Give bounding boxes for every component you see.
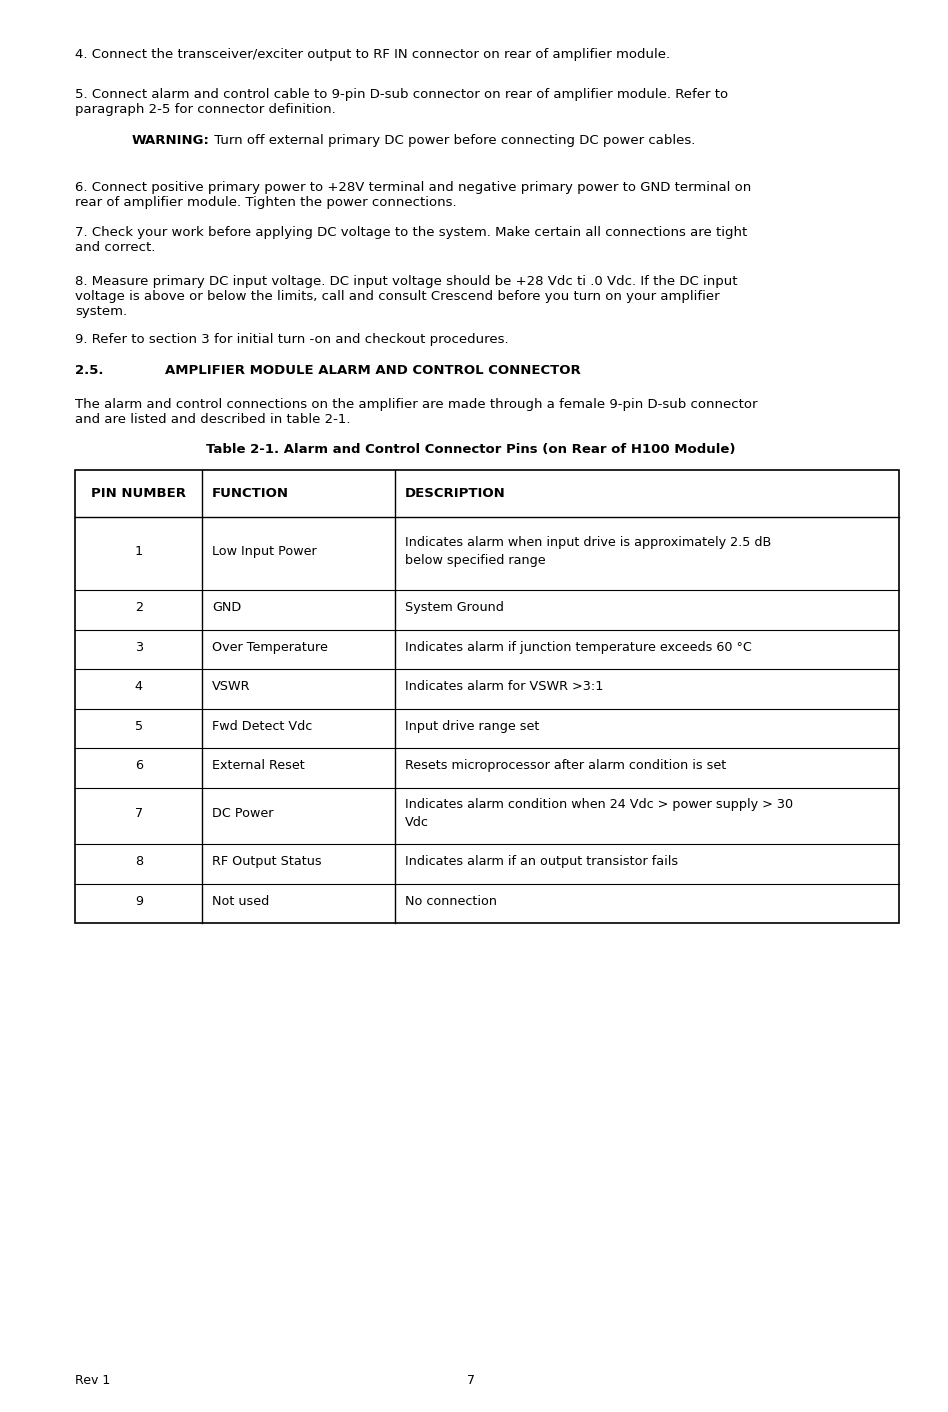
Text: VSWR: VSWR [211, 681, 250, 693]
Text: Indicates alarm when input drive is approximately 2.5 dB: Indicates alarm when input drive is appr… [405, 535, 771, 549]
Text: DESCRIPTION: DESCRIPTION [405, 487, 505, 500]
Text: External Reset: External Reset [211, 760, 304, 772]
Text: 2.5.: 2.5. [75, 364, 104, 377]
Text: 9: 9 [135, 895, 143, 908]
Text: Table 2-1. Alarm and Control Connector Pins (on Rear of H100 Module): Table 2-1. Alarm and Control Connector P… [206, 443, 736, 456]
Text: 1: 1 [135, 545, 143, 558]
Text: 7. Check your work before applying DC voltage to the system. Make certain all co: 7. Check your work before applying DC vo… [75, 226, 748, 254]
Text: No connection: No connection [405, 895, 497, 908]
Text: AMPLIFIER MODULE ALARM AND CONTROL CONNECTOR: AMPLIFIER MODULE ALARM AND CONTROL CONNE… [165, 364, 580, 377]
Text: The alarm and control connections on the amplifier are made through a female 9-p: The alarm and control connections on the… [75, 398, 757, 426]
Text: 7: 7 [135, 808, 143, 820]
Text: RF Output Status: RF Output Status [211, 856, 321, 868]
Text: Vdc: Vdc [405, 816, 428, 829]
Text: 5: 5 [135, 720, 143, 733]
Text: Indicates alarm if junction temperature exceeds 60 °C: Indicates alarm if junction temperature … [405, 641, 752, 654]
Text: 2: 2 [135, 602, 143, 614]
Text: 9. Refer to section 3 for initial turn -on and checkout procedures.: 9. Refer to section 3 for initial turn -… [75, 333, 509, 346]
Text: Indicates alarm condition when 24 Vdc > power supply > 30: Indicates alarm condition when 24 Vdc > … [405, 799, 793, 812]
Text: Resets microprocessor after alarm condition is set: Resets microprocessor after alarm condit… [405, 760, 726, 772]
Text: System Ground: System Ground [405, 602, 503, 614]
Text: PIN NUMBER: PIN NUMBER [91, 487, 187, 500]
Text: Indicates alarm if an output transistor fails: Indicates alarm if an output transistor … [405, 856, 678, 868]
Text: 6. Connect positive primary power to +28V terminal and negative primary power to: 6. Connect positive primary power to +28… [75, 181, 752, 209]
Text: below specified range: below specified range [405, 554, 545, 566]
Text: Not used: Not used [211, 895, 269, 908]
Text: 4: 4 [135, 681, 143, 693]
Text: 7: 7 [466, 1374, 475, 1387]
Text: Rev 1: Rev 1 [75, 1374, 111, 1387]
Text: Input drive range set: Input drive range set [405, 720, 539, 733]
Text: Over Temperature: Over Temperature [211, 641, 328, 654]
Bar [75, 470, 899, 923]
Text: 3: 3 [135, 641, 143, 654]
Text: GND: GND [211, 602, 241, 614]
Text: DC Power: DC Power [211, 808, 273, 820]
Text: 6: 6 [135, 760, 143, 772]
Text: 8. Measure primary DC input voltage. DC input voltage should be +28 Vdc ti .0 Vd: 8. Measure primary DC input voltage. DC … [75, 275, 738, 318]
Text: 8: 8 [135, 856, 143, 868]
Text: FUNCTION: FUNCTION [211, 487, 289, 500]
Text: WARNING:: WARNING: [132, 134, 210, 147]
Text: 5. Connect alarm and control cable to 9-pin D-sub connector on rear of amplifier: 5. Connect alarm and control cable to 9-… [75, 88, 728, 116]
Text: 4. Connect the transceiver/exciter output to RF IN connector on rear of amplifie: 4. Connect the transceiver/exciter outpu… [75, 48, 670, 61]
Text: Turn off external primary DC power before connecting DC power cables.: Turn off external primary DC power befor… [210, 134, 695, 147]
Text: Low Input Power: Low Input Power [211, 545, 317, 558]
Text: Indicates alarm for VSWR >3:1: Indicates alarm for VSWR >3:1 [405, 681, 603, 693]
Text: Fwd Detect Vdc: Fwd Detect Vdc [211, 720, 312, 733]
